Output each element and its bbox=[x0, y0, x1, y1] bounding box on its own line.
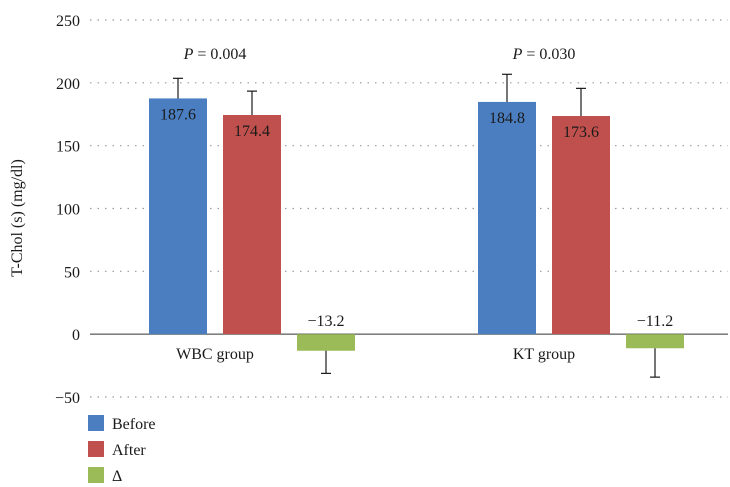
y-tick-label: −50 bbox=[55, 390, 80, 407]
legend-swatch bbox=[88, 441, 104, 457]
y-axis-ticks: −50 0 50 100 150 200 250 bbox=[55, 13, 80, 407]
data-label: 173.6 bbox=[563, 124, 599, 141]
bar--2 bbox=[626, 334, 684, 349]
data-label: 174.4 bbox=[234, 123, 270, 140]
bars-layer: 187.6 174.4 −13.2 184.8 173.6 −11.2 bbox=[149, 73, 684, 378]
data-label: 187.6 bbox=[160, 106, 196, 123]
p-value-label: P = 0.004 bbox=[183, 46, 247, 63]
y-tick-label: 50 bbox=[64, 264, 80, 281]
category-label: WBC group bbox=[176, 346, 254, 363]
y-axis-label: T-Chol (s) (mg/dl) bbox=[9, 159, 26, 277]
y-tick-label: 0 bbox=[72, 327, 80, 344]
legend: Before After Δ bbox=[88, 415, 156, 485]
p-value-label: P = 0.030 bbox=[512, 46, 576, 63]
category-label: KT group bbox=[513, 346, 575, 363]
legend-label: Before bbox=[112, 416, 156, 433]
bar-before-1 bbox=[149, 98, 207, 335]
data-label: −11.2 bbox=[637, 313, 673, 330]
legend-swatch bbox=[88, 467, 104, 483]
y-tick-label: 150 bbox=[56, 139, 80, 156]
data-label: −13.2 bbox=[307, 313, 344, 330]
bar--1 bbox=[297, 334, 355, 351]
data-label: 184.8 bbox=[489, 110, 525, 127]
p-value-annotations: P = 0.004 P = 0.030 bbox=[183, 46, 576, 63]
y-tick-label: 250 bbox=[56, 13, 80, 30]
legend-label: After bbox=[112, 442, 146, 459]
bar-before-2 bbox=[478, 101, 536, 335]
bar-after-2 bbox=[552, 116, 610, 335]
y-tick-label: 200 bbox=[56, 76, 80, 93]
category-labels: WBC group KT group bbox=[176, 346, 575, 363]
y-tick-label: 100 bbox=[56, 202, 80, 219]
legend-label: Δ bbox=[112, 468, 122, 485]
bar-after-1 bbox=[223, 115, 281, 335]
legend-swatch bbox=[88, 415, 104, 431]
